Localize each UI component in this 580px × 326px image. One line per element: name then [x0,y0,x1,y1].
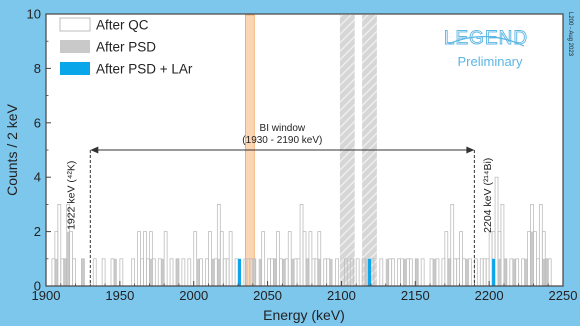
bar-psd-2054 [273,258,277,286]
y-tick-label-2: 2 [34,224,41,239]
side-note: L200 - Aug 2023 [567,12,573,57]
x-tick-label-2000: 2000 [179,288,208,303]
legend-label-lar: After PSD + LAr [96,62,193,77]
bar-psd-2076 [305,258,309,286]
bar-psd-2040 [252,258,256,286]
x-tick-label-2250: 2250 [549,288,578,303]
bar-psd-2012 [211,258,215,286]
x-tick-label-1950: 1950 [105,288,134,303]
bi-window-range-label: (1930 - 2190 keV) [242,135,322,146]
legend-swatch-lar [60,62,90,75]
bar-lar-2118 [368,258,371,286]
bi-window-arrow-right-head [466,146,475,154]
bar-psd-2016 [217,258,221,286]
legend-label-psd: After PSD [96,40,156,55]
preliminary-label: Preliminary [457,54,523,69]
bar-psd-2092 [329,258,333,286]
bar-psd-2150 [415,258,419,286]
peak-annotation-0: 1922 keV (⁴²K) [65,161,77,230]
legend-label-qc: After QC [96,18,149,33]
legend-logo: LEGEND Preliminary [443,28,528,69]
bar-psd-1906 [54,258,58,286]
annotation-layer: BI window(1930 - 2190 keV) 1922 keV (⁴²K)… [65,123,494,286]
y-tick-label-8: 8 [34,61,41,76]
y-tick-label-6: 6 [34,115,41,130]
x-tick-label-1900: 1900 [32,288,61,303]
bar-psd-2084 [317,258,321,286]
bar-psd-2060 [282,258,286,286]
bar-psd-1978 [161,258,165,286]
bar-psd-1914 [66,231,70,286]
bi-window-label: BI window [260,123,306,134]
bar-psd-2130 [385,258,389,286]
peak-annotation-1: 2204 keV (²¹⁴Bi) [482,158,494,233]
bar-lar-2030 [238,258,241,286]
bar-psd-2116 [365,258,369,286]
bar-psd-2210 [503,258,507,286]
tick-layer: 1900 1950 2000 2050 2100 2150 2200 2250 0 2 4 6 8 10 [27,7,578,304]
x-tick-label-2100: 2100 [327,288,356,303]
x-axis-title: Energy (keV) [263,307,345,323]
logo-swoosh [447,35,525,47]
bar-psd-1924 [81,258,85,286]
bi-window-arrow-left-head [90,146,99,154]
bar-psd-2236 [542,258,546,286]
bar-psd-2228 [530,231,534,286]
bar-psd-2216 [512,258,516,286]
legend-swatch-psd [60,40,90,53]
bar-psd-2002 [196,258,200,286]
x-tick-label-2150: 2150 [401,288,430,303]
bar-psd-1912 [63,258,67,286]
bar-psd-2162 [433,258,436,286]
bar-psd-2066 [291,258,295,286]
bar-psd-2142 [403,258,407,286]
bar-psd-2172 [447,258,451,286]
bar-psd-1970 [149,258,153,286]
y-axis-title: Counts / 2 keV [4,103,20,195]
bar-lar-2202 [492,258,496,286]
bar-psd-1946 [113,258,117,286]
y-tick-label-10: 10 [27,7,41,22]
bar-psd-2224 [524,258,528,286]
legend-swatch-qc [59,17,91,32]
bar-psd-1988 [175,258,179,286]
bar-psd-2044 [258,258,262,286]
legend: After QC After PSD After PSD + LAr [59,17,193,77]
y-tick-label-0: 0 [34,279,41,294]
logo-text: LEGEND [444,28,528,49]
bar-psd-2184 [465,258,469,286]
x-tick-label-2200: 2200 [475,288,504,303]
y-tick-label-4: 4 [34,170,41,185]
x-tick-label-2050: 2050 [253,288,282,303]
bar-psd-2206 [498,258,501,286]
bar-psd-2238 [545,258,549,286]
